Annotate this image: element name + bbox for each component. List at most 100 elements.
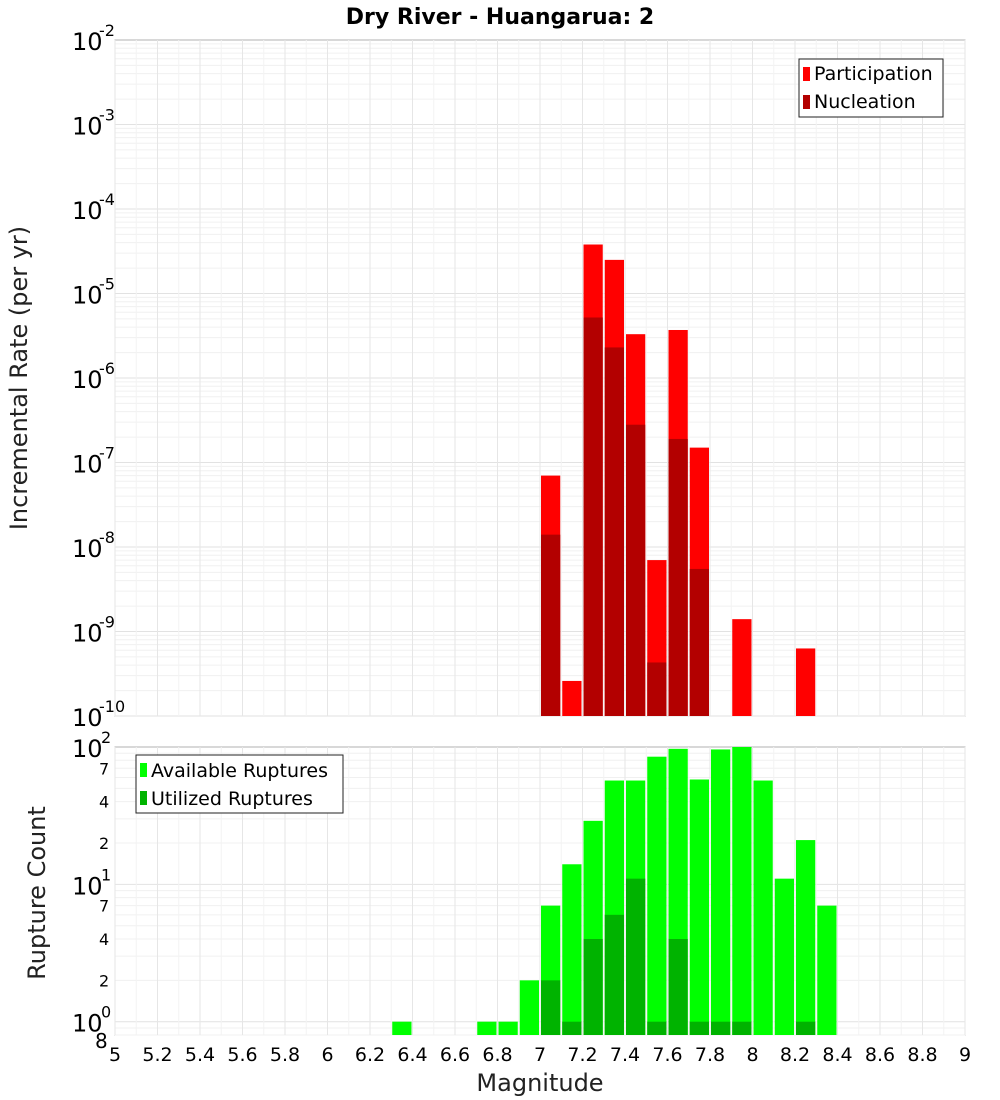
count-y-axis-label: Rupture Count xyxy=(23,806,51,980)
count-y-minor-tick-label: 2 xyxy=(99,834,109,853)
available-ruptures-bar xyxy=(711,749,731,1035)
available-ruptures-bar xyxy=(817,905,837,1035)
rate-y-tick-exponent: -7 xyxy=(99,444,115,463)
participation-bar xyxy=(732,619,752,716)
x-tick-label: 8.6 xyxy=(865,1044,895,1066)
count-y-tick-exponent: 2 xyxy=(101,728,111,747)
rate-bars xyxy=(541,244,816,716)
rate-y-tick-label: 10 xyxy=(72,451,103,479)
participation-bar xyxy=(796,648,816,716)
x-tick-label: 7.2 xyxy=(567,1044,597,1066)
rate-y-tick-label: 10 xyxy=(72,282,103,310)
nucleation-bar xyxy=(541,534,561,716)
available-ruptures-bar xyxy=(689,779,709,1035)
x-ticks: 5 5.2 5.4 5.6 5.8 6 6.2 6.4 6.6 6.8 7 7.2 7.4 7.6 7.8 8… xyxy=(109,1044,971,1066)
x-tick-label: 6.6 xyxy=(440,1044,470,1066)
rate-y-tick-label: 10 xyxy=(72,28,103,56)
available-ruptures-bar xyxy=(753,780,773,1035)
nucleation-bar xyxy=(583,317,603,716)
x-axis-label: Magnitude xyxy=(476,1069,603,1097)
rate-y-tick-exponent: -3 xyxy=(99,106,115,125)
available-ruptures-bar xyxy=(647,756,667,1035)
count-y-minor-tick-label: 2 xyxy=(99,971,109,990)
count-y-minor-tick-label: 7 xyxy=(99,759,109,778)
utilized-ruptures-bar xyxy=(732,1021,752,1035)
x-tick-label: 8 xyxy=(746,1044,758,1066)
rate-y-tick-exponent: -2 xyxy=(99,21,115,40)
rate-legend-box xyxy=(798,58,944,118)
x-tick-label: 9 xyxy=(959,1044,971,1066)
nucleation-legend-swatch xyxy=(803,95,810,109)
x-tick-label: 6.2 xyxy=(355,1044,385,1066)
x-tick-label: 5.6 xyxy=(227,1044,257,1066)
count-y-minor-tick-label: 4 xyxy=(99,930,109,949)
x-tick-label: 8.4 xyxy=(822,1044,852,1066)
utilized-ruptures-bar xyxy=(562,1021,582,1035)
utilized-ruptures-bar xyxy=(711,1021,731,1035)
rate-legend: Participation Nucleation xyxy=(798,58,944,118)
chart-title: Dry River - Huangarua: 2 xyxy=(346,5,654,30)
nucleation-bar xyxy=(668,438,688,716)
utilized-legend-swatch xyxy=(140,791,147,805)
utilized-ruptures-bar xyxy=(541,980,561,1035)
participation-legend-swatch xyxy=(803,67,810,81)
participation-bar xyxy=(562,680,582,716)
x-tick-label: 5.2 xyxy=(142,1044,172,1066)
x-tick-label: 7.8 xyxy=(695,1044,725,1066)
rate-y-tick-exponent: -6 xyxy=(99,359,115,378)
nucleation-bar xyxy=(604,347,624,716)
count-y-tick-label: 10 xyxy=(72,1010,103,1038)
count-y-tick-exponent: 0 xyxy=(101,1003,111,1022)
available-ruptures-bar xyxy=(498,1021,518,1035)
utilized-ruptures-bar xyxy=(796,1021,816,1035)
available-legend-label: Available Ruptures xyxy=(151,760,328,782)
rate-y-tick-label: 10 xyxy=(72,704,103,732)
rate-y-tick-label: 10 xyxy=(72,113,103,141)
available-ruptures-bar xyxy=(732,747,752,1035)
rate-y-axis-label: Incremental Rate (per yr) xyxy=(5,226,33,530)
count-y-tick-exponent: 1 xyxy=(101,865,111,884)
count-y-tick-label: 10 xyxy=(72,735,103,763)
available-ruptures-bar xyxy=(774,878,794,1035)
count-y-tick-label: 10 xyxy=(72,872,103,900)
available-ruptures-bar xyxy=(519,980,539,1035)
rate-y-tick-label: 10 xyxy=(72,535,103,563)
available-legend-swatch xyxy=(140,763,147,777)
x-tick-label: 8.2 xyxy=(780,1044,810,1066)
x-tick-label: 5 xyxy=(109,1044,121,1066)
x-tick-label: 7.6 xyxy=(652,1044,682,1066)
utilized-ruptures-bar xyxy=(668,939,688,1035)
x-tick-label: 6.8 xyxy=(482,1044,512,1066)
count-y-minor-tick-label: 7 xyxy=(99,897,109,916)
utilized-ruptures-bar xyxy=(604,914,624,1035)
nucleation-bar xyxy=(689,568,709,716)
utilized-legend-label: Utilized Ruptures xyxy=(151,788,313,810)
x-tick-label: 5.4 xyxy=(185,1044,215,1066)
rate-y-tick-exponent: -8 xyxy=(99,528,115,547)
x-tick-label: 7.4 xyxy=(610,1044,640,1066)
count-legend-box xyxy=(135,754,344,814)
rate-y-tick-exponent: -9 xyxy=(99,613,115,632)
nucleation-legend-label: Nucleation xyxy=(814,91,916,113)
x-tick-label: 7 xyxy=(534,1044,546,1066)
rate-y-tick-exponent: -10 xyxy=(99,697,125,716)
count-y-minor-tick-label: 8 xyxy=(95,1029,108,1053)
available-ruptures-bar xyxy=(392,1021,412,1035)
available-ruptures-bar xyxy=(477,1021,497,1035)
rate-y-tick-label: 10 xyxy=(72,366,103,394)
count-legend: Available Ruptures Utilized Ruptures xyxy=(135,754,344,814)
x-tick-label: 5.8 xyxy=(270,1044,300,1066)
nucleation-bar xyxy=(647,662,667,716)
count-y-minor-tick-label: 4 xyxy=(99,793,109,812)
x-tick-label: 6.4 xyxy=(397,1044,427,1066)
x-tick-label: 6 xyxy=(321,1044,333,1066)
available-ruptures-bar xyxy=(796,840,816,1035)
x-tick-label: 8.8 xyxy=(907,1044,937,1066)
nucleation-bar xyxy=(626,424,646,716)
count-bars xyxy=(392,747,837,1035)
rate-y-tick-exponent: -4 xyxy=(99,190,115,209)
utilized-ruptures-bar xyxy=(647,1021,667,1035)
